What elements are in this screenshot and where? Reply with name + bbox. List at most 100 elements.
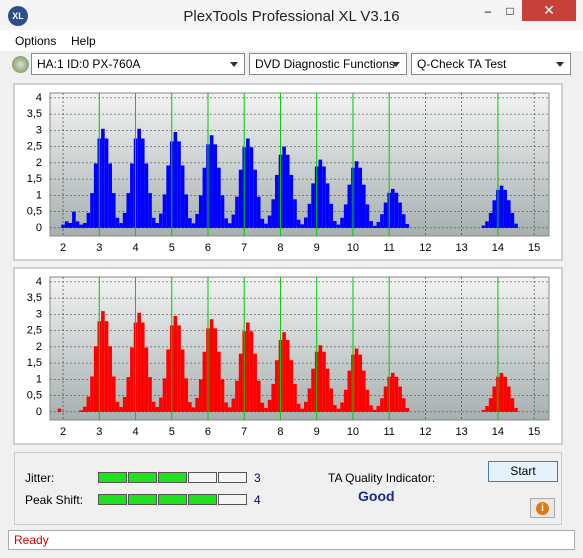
bar	[275, 360, 279, 412]
menu-item[interactable]: Options	[15, 34, 57, 48]
bar	[264, 223, 268, 228]
bar	[391, 188, 395, 228]
bar	[253, 353, 257, 412]
bar	[111, 376, 116, 412]
bar	[271, 383, 276, 412]
bar	[231, 214, 236, 228]
window-title: PlexTools Professional XL V3.16	[183, 8, 400, 25]
info-button[interactable]: i	[530, 498, 555, 518]
bar	[137, 128, 141, 228]
meter-segment	[158, 472, 187, 483]
quality-value: Good	[358, 488, 395, 504]
bar	[180, 165, 185, 228]
bar	[195, 397, 199, 412]
bar	[140, 322, 145, 412]
bar	[398, 386, 402, 412]
y-tick-label: 2,5	[27, 325, 42, 337]
bar	[503, 189, 507, 228]
bar	[202, 167, 207, 228]
bar	[514, 223, 518, 228]
bar	[329, 203, 334, 228]
bar	[155, 223, 160, 228]
close[interactable]: ✕	[522, 0, 576, 21]
x-tick-label: 2	[60, 426, 66, 438]
bar	[104, 138, 109, 228]
bar	[394, 192, 399, 228]
bar	[358, 354, 363, 412]
bar	[249, 147, 254, 228]
bar	[394, 376, 399, 412]
bar	[318, 159, 323, 228]
bar	[362, 184, 366, 228]
x-tick-label: 7	[241, 426, 247, 438]
bar	[162, 194, 167, 228]
bar	[311, 368, 315, 412]
bar	[191, 407, 196, 412]
meter-segment	[188, 472, 217, 483]
bar	[380, 214, 384, 228]
bar	[333, 405, 337, 412]
bar	[72, 211, 76, 228]
x-tick-label: 9	[314, 426, 320, 438]
bar	[137, 312, 141, 412]
bar	[369, 221, 373, 228]
maximize[interactable]: □	[506, 4, 514, 18]
bar	[336, 408, 341, 412]
bar	[481, 225, 486, 228]
y-tick-label: 2	[36, 157, 42, 169]
x-tick-label: 4	[132, 426, 138, 438]
minimize[interactable]: –	[484, 4, 492, 18]
bar	[293, 383, 297, 412]
bar	[499, 185, 504, 228]
bar	[506, 386, 511, 412]
bar	[347, 370, 352, 412]
bar	[224, 218, 228, 228]
x-tick-label: 14	[492, 242, 504, 254]
bar	[253, 169, 257, 228]
x-tick-label: 8	[277, 426, 283, 438]
test-select[interactable]: Q-Check TA Test	[411, 53, 571, 75]
y-tick-label: 1,5	[27, 173, 42, 185]
title-bar	[0, 0, 583, 30]
start-button[interactable]: Start	[488, 461, 558, 482]
menu-bar	[0, 30, 583, 51]
bar	[383, 386, 388, 412]
meter-segment	[218, 494, 247, 505]
x-tick-label: 11	[383, 242, 394, 254]
bar	[249, 331, 254, 412]
bar	[325, 183, 330, 228]
bar	[90, 193, 94, 228]
x-tick-label: 11	[383, 426, 394, 438]
x-tick-label: 7	[241, 242, 247, 254]
bar	[333, 221, 337, 228]
meter-segment	[98, 472, 127, 483]
bar	[256, 380, 261, 412]
bar	[101, 311, 105, 412]
bar	[322, 351, 326, 412]
bar	[126, 377, 131, 412]
bar	[380, 398, 384, 412]
jitter-label: Jitter:	[25, 471, 55, 485]
bar	[184, 378, 189, 412]
y-tick-label: 3	[36, 308, 42, 320]
drive-select[interactable]: HA:1 ID:0 PX-760A	[31, 53, 245, 75]
meter-segment	[128, 494, 157, 505]
function-select[interactable]: DVD Diagnostic Functions	[249, 53, 407, 75]
bar	[405, 407, 410, 412]
bar	[227, 407, 232, 412]
bar	[267, 215, 272, 228]
bar	[285, 154, 290, 228]
bar	[209, 319, 214, 412]
bar	[115, 217, 120, 228]
bar	[151, 217, 156, 228]
menu-item[interactable]: Help	[71, 34, 96, 48]
bar	[220, 379, 225, 412]
results-group	[14, 452, 562, 525]
bar	[325, 368, 330, 412]
bar	[285, 340, 290, 412]
x-tick-label: 14	[492, 426, 504, 438]
bar	[340, 217, 344, 228]
bar	[260, 402, 265, 412]
bar	[372, 409, 377, 412]
